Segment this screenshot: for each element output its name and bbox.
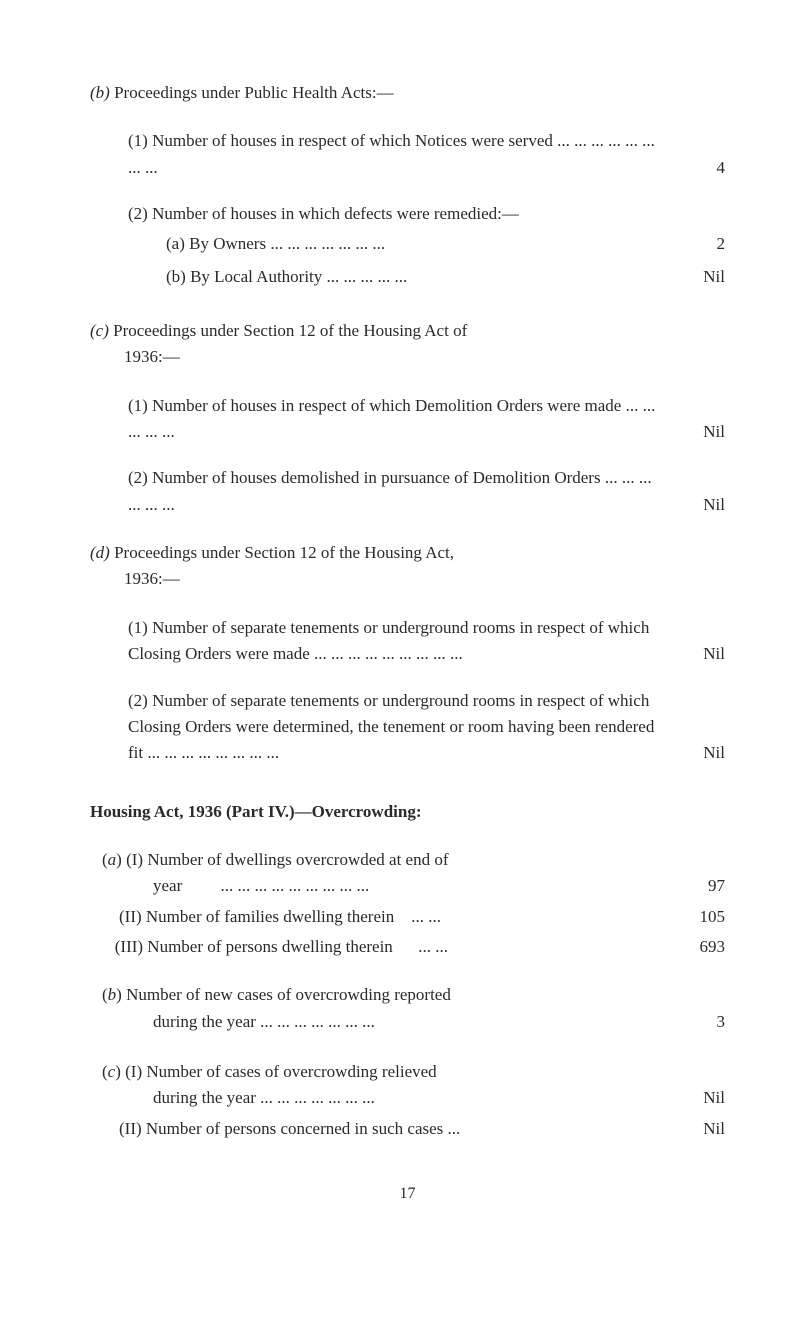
section-b-item-2b-value: Nil (680, 264, 725, 290)
housing-a-i-text: (a) (I) Number of dwellings overcrowded … (102, 847, 680, 900)
section-b-header: (b) Proceedings under Public Health Acts… (90, 80, 725, 106)
section-d-item-2: (2) Number of separate tenements or unde… (128, 688, 725, 767)
section-b-item-1-text: (1) Number of houses in respect of which… (128, 128, 680, 181)
housing-a-i-value: 97 (680, 873, 725, 899)
housing-c-ii: (II) Number of persons concerned in such… (102, 1116, 725, 1142)
housing-c-ii-text: (II) Number of persons concerned in such… (102, 1116, 680, 1142)
section-d-item-2-text: (2) Number of separate tenements or unde… (128, 688, 680, 767)
section-c-header: (c) Proceedings under Section 12 of the … (90, 318, 725, 371)
page-number: 17 (90, 1182, 725, 1207)
section-c-item-1: (1) Number of houses in respect of which… (128, 393, 725, 446)
section-c-item-1-text: (1) Number of houses in respect of which… (128, 393, 680, 446)
section-c: (c) Proceedings under Section 12 of the … (90, 318, 725, 518)
section-b-item-2-intro: (2) Number of houses in which defects we… (128, 201, 725, 227)
section-d-item-1-text: (1) Number of separate tenements or unde… (128, 615, 680, 668)
section-c-item-2-text: (2) Number of houses demolished in pursu… (128, 465, 680, 518)
section-b-item-2a-value: 2 (680, 231, 725, 257)
section-d: (d) Proceedings under Section 12 of the … (90, 540, 725, 766)
housing-a-i: (a) (I) Number of dwellings overcrowded … (102, 847, 725, 900)
housing-a-ii-value: 105 (680, 904, 725, 930)
section-d-item-1: (1) Number of separate tenements or unde… (128, 615, 725, 668)
housing-a-iii: (III) Number of persons dwelling therein… (102, 934, 725, 960)
section-b-item-1-value: 4 (680, 155, 725, 181)
housing-c-ii-value: Nil (680, 1116, 725, 1142)
housing-c-i: (c) (I) Number of cases of overcrowding … (102, 1059, 725, 1112)
section-b-item-2a-text: (a) By Owners ... ... ... ... ... ... ..… (166, 231, 680, 257)
housing-b-value: 3 (680, 1009, 725, 1035)
section-c-item-2-value: Nil (680, 492, 725, 518)
housing-a-iii-text: (III) Number of persons dwelling therein… (102, 934, 680, 960)
section-d-item-1-value: Nil (680, 641, 725, 667)
housing-a-iii-value: 693 (680, 934, 725, 960)
section-b-item-2b-text: (b) By Local Authority ... ... ... ... .… (166, 264, 680, 290)
housing-c-i-value: Nil (680, 1085, 725, 1111)
section-c-item-2: (2) Number of houses demolished in pursu… (128, 465, 725, 518)
housing-a-ii-text: (II) Number of families dwelling therein… (102, 904, 680, 930)
section-d-header: (d) Proceedings under Section 12 of the … (90, 540, 725, 593)
housing-a: (a) (I) Number of dwellings overcrowded … (90, 847, 725, 960)
housing-b: (b) Number of new cases of overcrowding … (90, 982, 725, 1035)
section-b-item-2b: (b) By Local Authority ... ... ... ... .… (166, 264, 725, 290)
section-b: (b) Proceedings under Public Health Acts… (90, 80, 725, 290)
housing-c: (c) (I) Number of cases of overcrowding … (90, 1059, 725, 1142)
section-b-item-1: (1) Number of houses in respect of which… (128, 128, 725, 181)
housing-c-i-text: (c) (I) Number of cases of overcrowding … (102, 1059, 680, 1112)
housing-a-ii: (II) Number of families dwelling therein… (102, 904, 725, 930)
housing-header: Housing Act, 1936 (Part IV.)—Overcrowdin… (90, 799, 725, 825)
section-c-item-1-value: Nil (680, 419, 725, 445)
section-b-item-2a: (a) By Owners ... ... ... ... ... ... ..… (166, 231, 725, 257)
housing-b-item: (b) Number of new cases of overcrowding … (102, 982, 725, 1035)
housing-b-text: (b) Number of new cases of overcrowding … (102, 982, 680, 1035)
section-d-item-2-value: Nil (680, 740, 725, 766)
